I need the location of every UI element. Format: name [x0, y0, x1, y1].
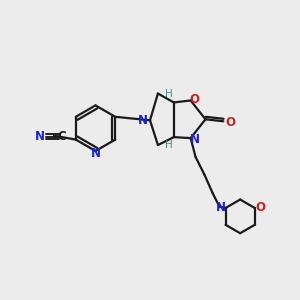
Text: C: C [58, 130, 66, 143]
Text: O: O [225, 116, 235, 129]
Text: O: O [190, 93, 200, 106]
Text: N: N [216, 202, 226, 214]
Text: N: N [35, 130, 45, 143]
Text: N: N [138, 114, 148, 127]
Text: N: N [190, 133, 200, 146]
Text: H: H [165, 140, 173, 150]
Text: N: N [91, 148, 100, 160]
Text: O: O [256, 202, 266, 214]
Text: H: H [165, 88, 173, 98]
